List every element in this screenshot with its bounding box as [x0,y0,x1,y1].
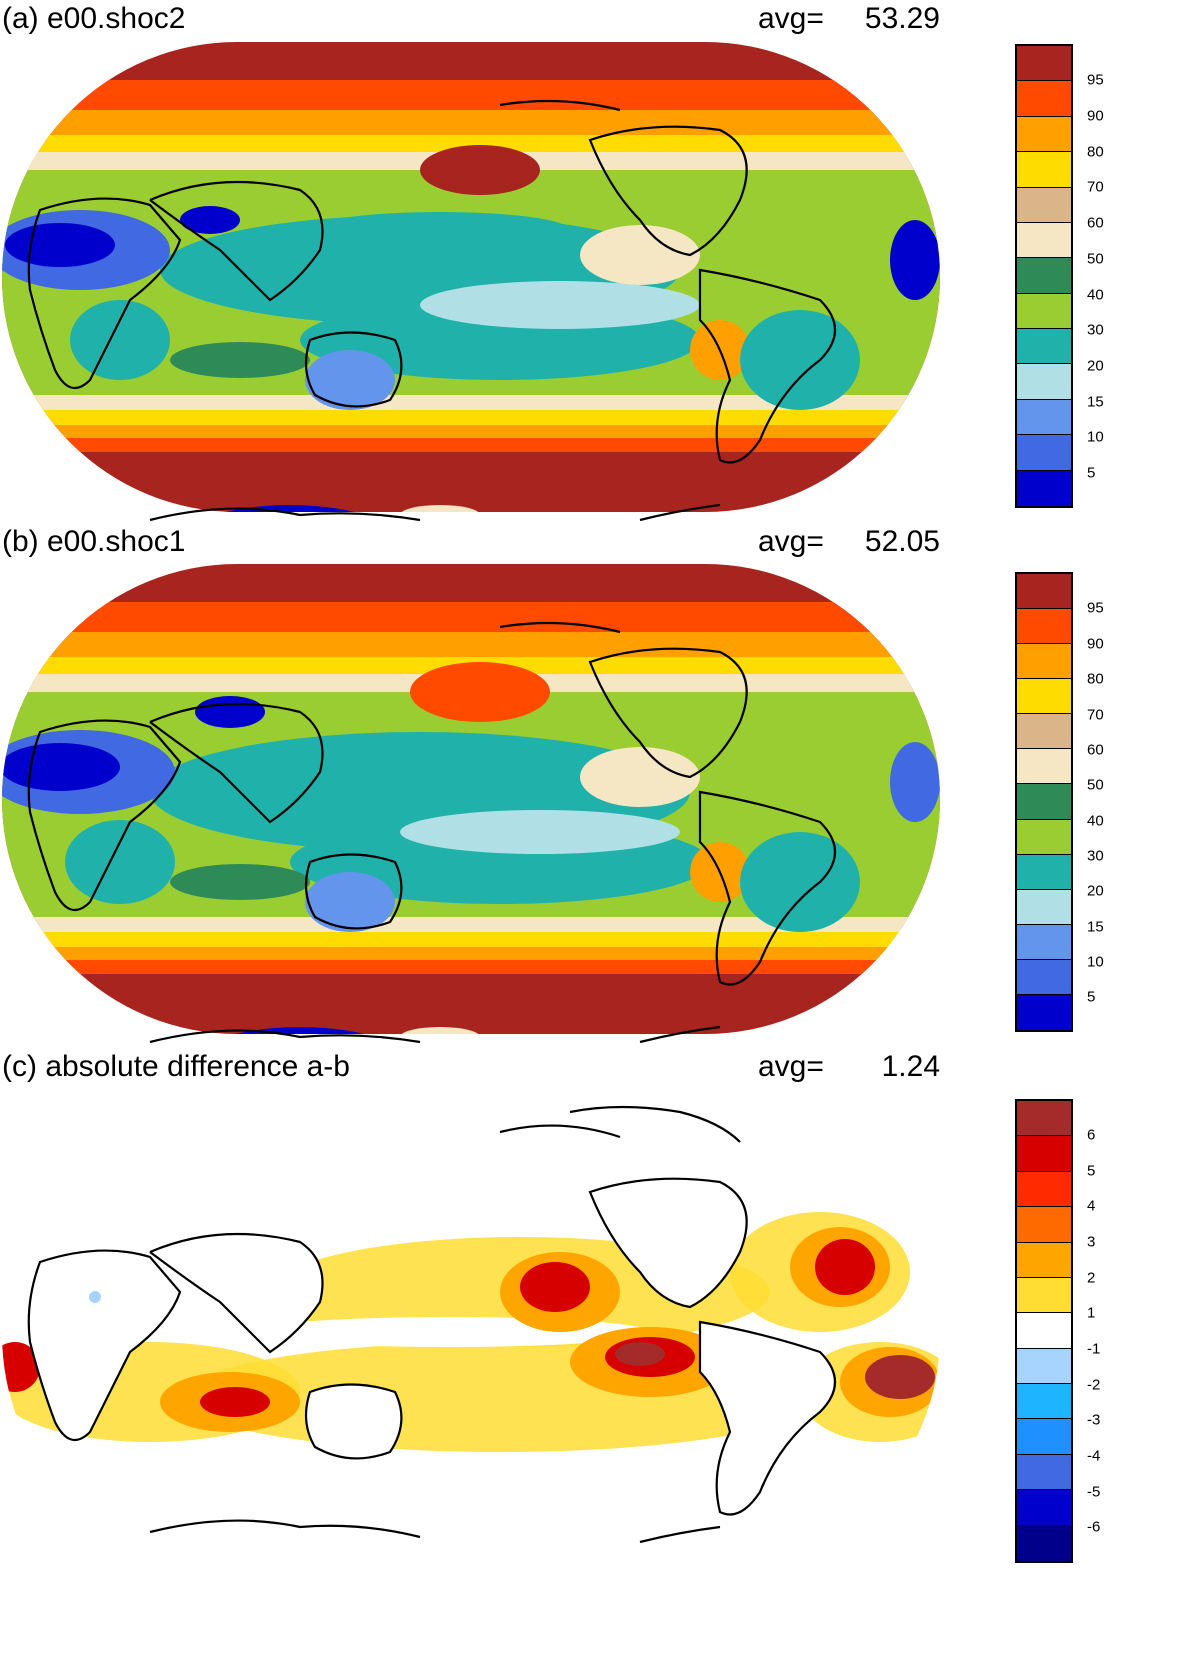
colorbar-tick-label: 20 [1087,882,1104,900]
colorbar-segment [1017,1525,1071,1561]
colorbar-tick-label: -5 [1087,1483,1101,1501]
panel-c-avg-label: avg= [758,1050,824,1083]
colorbar-segment [1017,784,1071,820]
coastlines [27,621,836,1044]
colorbar-tick-label: -1 [1087,1340,1101,1358]
panel-c-title: (c) absolute difference a-b [2,1050,350,1083]
colorbar-tick-label: 5 [1087,988,1096,1006]
colorbar-segment [1017,609,1071,645]
colorbar-tick-label: 30 [1087,847,1104,865]
colorbar-tick-label: 15 [1087,393,1104,411]
colorbar-tick-label: 90 [1087,635,1104,653]
colorbar-segment [1017,222,1071,259]
colorbar-tick-label: 1 [1087,1304,1096,1322]
panel-b-avg-label: avg= [758,525,824,558]
colorbar-segment [1017,959,1071,995]
colorbar-tick-label: 80 [1087,143,1104,161]
colorbar-segment [1017,679,1071,715]
colorbar-segment [1017,293,1071,330]
colorbar-tick-label: 4 [1087,1197,1096,1215]
colorbar-segment [1017,435,1071,471]
colorbar-segment [1017,749,1071,785]
colorbar-tick-label: 70 [1087,706,1104,724]
colorbar-segment [1017,1207,1071,1243]
panel-a-colorbar [1015,44,1073,508]
colorbar-tick-label: 90 [1087,107,1104,125]
panel-c-colorbar [1015,1099,1073,1563]
colorbar-segment [1017,364,1071,400]
colorbar-segment [1017,152,1071,188]
colorbar-tick-label: 6 [1087,1126,1096,1144]
colorbar-tick-label: 50 [1087,250,1104,268]
colorbar-segment [1017,1490,1071,1526]
colorbar-segment [1017,1348,1071,1385]
colorbar-segment [1017,1419,1071,1455]
colorbar-segment [1017,889,1071,925]
colorbar-tick-label: 95 [1087,599,1104,617]
colorbar-segment [1017,329,1071,365]
panel-c-avg-value: 1.24 [881,1050,940,1083]
panel-a-title: (a) e00.shoc2 [2,2,186,35]
colorbar-tick-label: 40 [1087,286,1104,304]
panel-b-colorbar [1015,572,1073,1032]
panel-a-avg-label: avg= [758,2,824,35]
coastlines [27,1105,836,1544]
colorbar-segment [1017,1136,1071,1172]
colorbar-segment [1017,574,1071,610]
colorbar-tick-label: 10 [1087,953,1104,971]
colorbar-tick-label: 3 [1087,1233,1096,1251]
colorbar-segment [1017,1384,1071,1420]
panel-c-map [2,1094,940,1574]
colorbar-segment [1017,1242,1071,1278]
colorbar-tick-label: -4 [1087,1447,1101,1465]
colorbar-tick-label: 10 [1087,428,1104,446]
colorbar-tick-label: 60 [1087,214,1104,232]
colorbar-segment [1017,819,1071,855]
colorbar-tick-label: 15 [1087,918,1104,936]
colorbar-tick-label: -3 [1087,1411,1101,1429]
colorbar-segment [1017,470,1071,506]
colorbar-tick-label: -6 [1087,1518,1101,1536]
coastlines [27,99,836,522]
colorbar-segment [1017,1454,1071,1491]
colorbar-tick-label: 80 [1087,670,1104,688]
colorbar-segment [1017,1101,1071,1137]
colorbar-segment [1017,399,1071,436]
colorbar-segment [1017,994,1071,1030]
colorbar-segment [1017,81,1071,117]
colorbar-segment [1017,187,1071,223]
colorbar-segment [1017,116,1071,153]
colorbar-segment [1017,644,1071,680]
colorbar-tick-label: 95 [1087,71,1104,89]
colorbar-tick-label: 30 [1087,321,1104,339]
colorbar-segment [1017,1313,1071,1349]
colorbar-segment [1017,258,1071,294]
colorbar-segment [1017,714,1071,750]
colorbar-segment [1017,1171,1071,1208]
colorbar-tick-label: 20 [1087,357,1104,375]
panel-a-avg-value: 53.29 [864,2,940,35]
colorbar-tick-label: 40 [1087,812,1104,830]
panel-b-avg-value: 52.05 [864,525,940,558]
colorbar-tick-label: 5 [1087,464,1096,482]
colorbar-segment [1017,46,1071,82]
colorbar-tick-label: 70 [1087,178,1104,196]
colorbar-tick-label: 60 [1087,741,1104,759]
colorbar-tick-label: 50 [1087,776,1104,794]
colorbar-tick-label: -2 [1087,1376,1101,1394]
panel-b-map [2,564,940,1044]
panel-b-title: (b) e00.shoc1 [2,525,186,558]
colorbar-tick-label: 5 [1087,1162,1096,1180]
panel-a-map [2,42,940,522]
colorbar-segment [1017,854,1071,890]
colorbar-segment [1017,1277,1071,1314]
colorbar-tick-label: 2 [1087,1269,1096,1287]
colorbar-segment [1017,924,1071,960]
